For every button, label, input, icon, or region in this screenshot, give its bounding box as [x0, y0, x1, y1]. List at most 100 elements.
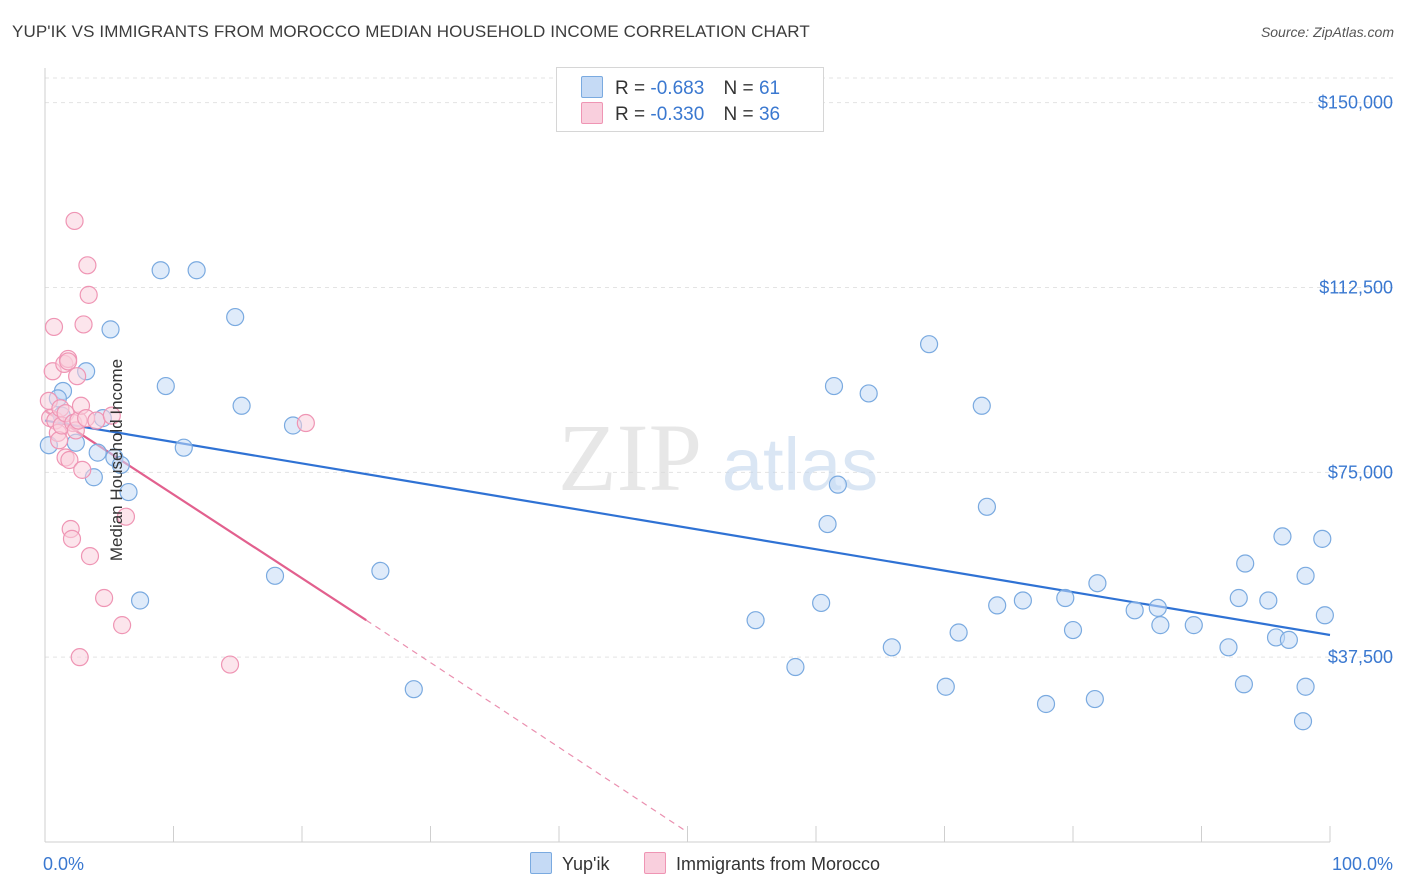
yupik-point — [977, 497, 997, 516]
watermark: ZIP atlas — [558, 404, 878, 511]
morocco-point — [296, 413, 315, 433]
series-name-yupik: Yup'ik — [562, 854, 610, 874]
yupik-point — [1296, 566, 1315, 585]
yupik-point — [1056, 588, 1075, 608]
legend-row-yupik: R = -0.683 N = 61 — [581, 76, 780, 100]
y-tick-label: $150,000 — [1318, 93, 1393, 113]
yupik-point — [1229, 588, 1248, 608]
legend-r-value: -0.683 — [650, 78, 705, 99]
yupik-point — [1151, 616, 1170, 635]
tick-labels: $37,500 $75,000 $112,500 $150,000 0.0% 100.0% — [43, 93, 1393, 874]
morocco-point — [73, 460, 92, 479]
y-tick-label: $112,500 — [1319, 277, 1393, 297]
x-tick-label: 100.0% — [1332, 854, 1393, 874]
yupik-point — [882, 638, 901, 657]
morocco-point — [62, 529, 82, 548]
morocco-point — [59, 352, 78, 371]
y-tick-label: $37,500 — [1328, 647, 1393, 667]
yupik-point — [1234, 675, 1254, 694]
morocco-point — [112, 616, 132, 635]
yupik-point — [1219, 638, 1238, 657]
yupik-point — [1296, 677, 1315, 696]
series-name-morocco: Immigrants from Morocco — [676, 854, 881, 874]
legend-r-label: R = — [615, 104, 646, 125]
yupik-point — [1279, 630, 1298, 650]
yupik-point — [828, 475, 847, 494]
yupik-point — [130, 591, 150, 610]
yupik-point — [156, 376, 175, 396]
yupik-trend-line — [44, 419, 1331, 637]
x-tick-label: 0.0% — [43, 854, 84, 874]
yupik-point — [174, 438, 193, 457]
series-legend-morocco: Immigrants from Morocco — [644, 852, 880, 875]
yupik-point — [1088, 574, 1107, 593]
morocco-point — [79, 285, 98, 304]
morocco-point — [50, 431, 69, 450]
yupik-point — [232, 396, 251, 415]
y-axis-label: Median Household Income — [107, 358, 127, 562]
watermark-atlas: atlas — [722, 423, 878, 506]
watermark-zip: ZIP — [558, 404, 702, 511]
yupik-point — [1236, 554, 1255, 573]
legend-swatch-pink — [644, 852, 666, 874]
legend-n-value: 36 — [758, 104, 781, 125]
yupik-point — [746, 611, 765, 630]
yupik-point — [1125, 601, 1144, 620]
yupik-point — [972, 396, 991, 415]
morocco-point — [95, 588, 114, 608]
legend-swatch-pink — [581, 102, 603, 124]
legend-r-value: -0.330 — [650, 104, 705, 125]
yupik-point — [1148, 598, 1167, 617]
legend-n-value: 61 — [758, 78, 781, 99]
legend-swatch-blue — [581, 76, 603, 98]
yupik-point — [1063, 620, 1083, 640]
legend-swatch-blue — [530, 852, 552, 874]
morocco-point — [80, 547, 100, 566]
yupik-point — [919, 335, 939, 354]
morocco-point — [68, 367, 87, 386]
morocco-trend-line — [44, 409, 367, 622]
morocco-point — [74, 315, 93, 334]
legend-n-label: N = — [723, 78, 754, 99]
yupik-point — [1259, 591, 1278, 610]
morocco-point — [102, 406, 121, 425]
grid-lines — [45, 77, 1395, 658]
yupik-point — [1036, 694, 1056, 714]
morocco-point — [60, 450, 79, 470]
series-legend-yupik: Yup'ik — [530, 852, 609, 875]
morocco-point — [116, 507, 136, 526]
yupik-point — [812, 593, 831, 613]
yupik-point — [265, 566, 285, 585]
yupik-point — [824, 376, 844, 396]
yupik-point — [936, 677, 955, 696]
morocco-point — [220, 655, 240, 674]
morocco-trend-extension — [365, 619, 688, 833]
yupik-point — [88, 443, 107, 462]
legend-n-label: N = — [723, 104, 754, 125]
yupik-point — [1293, 712, 1313, 731]
morocco-point — [70, 648, 89, 667]
source-note: Source: ZipAtlas.com — [1260, 24, 1394, 40]
yupik-point — [111, 455, 130, 475]
legend-row-morocco: R = -0.330 N = 36 — [581, 102, 780, 126]
yupik-point — [1315, 606, 1334, 625]
yupik-point — [949, 623, 968, 642]
yupik-point — [988, 596, 1007, 615]
yupik-point — [1085, 689, 1104, 709]
y-tick-label: $75,000 — [1328, 462, 1393, 482]
yupik-point — [1013, 591, 1032, 610]
morocco-point — [87, 411, 106, 430]
yupik-point — [859, 384, 878, 403]
legend-r-label: R = — [615, 78, 646, 99]
yupik-point — [187, 261, 206, 280]
yupik-point — [404, 680, 423, 699]
morocco-point — [65, 211, 84, 231]
morocco-point — [78, 256, 97, 275]
yupik-point — [119, 482, 138, 502]
yupik-point — [101, 320, 120, 339]
data-points — [39, 211, 1334, 731]
yupik-point — [1184, 616, 1203, 635]
yupik-point — [151, 261, 170, 280]
chart-title: YUP'IK VS IMMIGRANTS FROM MOROCCO MEDIAN… — [12, 22, 810, 41]
